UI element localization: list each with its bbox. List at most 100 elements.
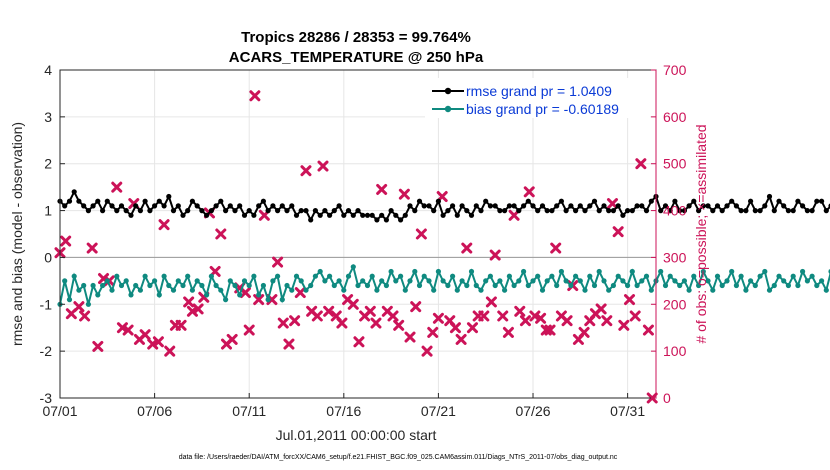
rmse-point-21 xyxy=(156,198,162,204)
y-left-tick-label-2: -1 xyxy=(40,296,53,312)
bias-point-77 xyxy=(421,273,427,279)
obs-marker-23 xyxy=(192,303,204,315)
rmse-point-73 xyxy=(402,212,408,218)
obs-marker-3 xyxy=(73,301,85,313)
bias-point-125 xyxy=(648,287,654,293)
rmse-point-13 xyxy=(118,203,125,209)
bias-point-74 xyxy=(407,278,413,284)
x-tick-label-6: 07/31 xyxy=(610,403,645,419)
rmse-point-94 xyxy=(502,208,508,214)
obs-marker-74-b xyxy=(485,296,497,308)
obs-marker-54-b xyxy=(370,317,382,329)
obs-marker-81 xyxy=(523,186,535,198)
bias-point-133 xyxy=(686,287,692,293)
bias-point-63 xyxy=(355,282,361,289)
rmse-point-51 xyxy=(298,208,304,214)
obs-marker-94-b xyxy=(595,303,607,315)
obs-marker-78 xyxy=(508,209,520,221)
rmse-point-27 xyxy=(185,208,191,214)
rmse-point-36 xyxy=(227,203,233,209)
obs-marker-6 xyxy=(92,340,104,352)
obs-marker-70-b xyxy=(461,242,473,254)
bias-point-16 xyxy=(133,282,139,289)
obs-marker-70 xyxy=(461,242,473,254)
obs-marker-27-b xyxy=(215,228,227,240)
obs-marker-58 xyxy=(393,319,405,331)
bias-point-44 xyxy=(265,297,271,303)
rmse-point-80 xyxy=(435,198,441,204)
obs-marker-91-b xyxy=(578,326,590,338)
obs-marker-79-b xyxy=(514,305,526,317)
rmse-point-99 xyxy=(525,198,531,204)
obs-marker-86-b xyxy=(550,242,562,254)
obs-marker-31-b xyxy=(239,287,251,299)
x-tick-label-1: 07/06 xyxy=(137,403,172,419)
rmse-point-161 xyxy=(819,198,825,204)
rmse-point-157 xyxy=(800,203,806,209)
bias-point-106 xyxy=(558,268,565,275)
bias-point-40 xyxy=(246,282,252,289)
bias-point-152 xyxy=(776,273,782,279)
rmse-point-137 xyxy=(705,203,711,209)
bias-point-128 xyxy=(662,282,669,289)
rmse-point-50 xyxy=(293,212,300,218)
y-left-tick-label-4: 1 xyxy=(44,203,52,219)
rmse-point-128 xyxy=(662,203,669,209)
obs-marker-50-b xyxy=(347,298,359,310)
rmse-point-93 xyxy=(497,208,503,214)
x-tick-label-4: 07/21 xyxy=(421,403,456,419)
obs-marker-73 xyxy=(478,310,490,322)
obs-marker-59 xyxy=(398,188,410,200)
bias-point-61 xyxy=(345,273,352,279)
obs-marker-50 xyxy=(347,298,359,310)
legend-rmse-marker xyxy=(444,87,452,95)
bias-point-109 xyxy=(573,273,579,279)
rmse-point-125 xyxy=(648,198,654,204)
obs-marker-33-b xyxy=(249,90,261,102)
bias-point-47 xyxy=(279,297,285,303)
rmse-point-92 xyxy=(492,203,498,209)
bias-point-67 xyxy=(374,287,380,293)
obs-marker-55-b xyxy=(376,183,388,195)
rmse-point-135 xyxy=(696,208,702,214)
obs-marker-58-b xyxy=(393,319,405,331)
obs-marker-62 xyxy=(415,228,427,240)
obs-marker-44-b xyxy=(311,310,323,322)
rmse-point-140 xyxy=(719,208,725,214)
obs-marker-63 xyxy=(421,345,433,357)
bias-point-87 xyxy=(468,268,475,275)
rmse-point-110 xyxy=(577,203,583,209)
bias-point-1 xyxy=(62,278,68,284)
rmse-point-10 xyxy=(104,198,110,204)
rmse-point-109 xyxy=(573,208,579,214)
obs-marker-33 xyxy=(249,90,261,102)
bias-point-131 xyxy=(677,282,683,289)
y-left-tick-label-0: -3 xyxy=(40,390,53,406)
x-tick-label-0: 07/01 xyxy=(42,403,77,419)
obs-marker-46 xyxy=(323,305,335,317)
y-right-tick-label-4: 400 xyxy=(663,203,687,219)
rmse-point-1 xyxy=(62,203,68,209)
obs-marker-31 xyxy=(239,287,251,299)
bias-point-78 xyxy=(426,278,432,284)
obs-marker-101-b xyxy=(635,158,647,170)
rmse-point-145 xyxy=(743,208,749,214)
bias-point-97 xyxy=(516,278,522,284)
bias-point-26 xyxy=(180,282,186,289)
bias-point-6 xyxy=(85,301,91,307)
bias-point-35 xyxy=(223,297,229,303)
bias-point-7 xyxy=(90,282,96,289)
bias-point-50 xyxy=(293,273,300,279)
bias-point-132 xyxy=(681,278,688,284)
rmse-point-31 xyxy=(204,212,210,218)
rmse-point-54 xyxy=(312,208,318,214)
y-right-tick-label-7: 700 xyxy=(663,62,687,78)
rmse-point-25 xyxy=(175,203,181,209)
bias-point-101 xyxy=(535,273,541,279)
obs-marker-85 xyxy=(544,324,556,336)
obs-marker-78-b xyxy=(508,209,520,221)
rmse-point-58 xyxy=(331,208,337,214)
bias-point-25 xyxy=(175,278,181,284)
obs-marker-29-b xyxy=(226,333,238,345)
bias-point-148 xyxy=(757,273,763,279)
